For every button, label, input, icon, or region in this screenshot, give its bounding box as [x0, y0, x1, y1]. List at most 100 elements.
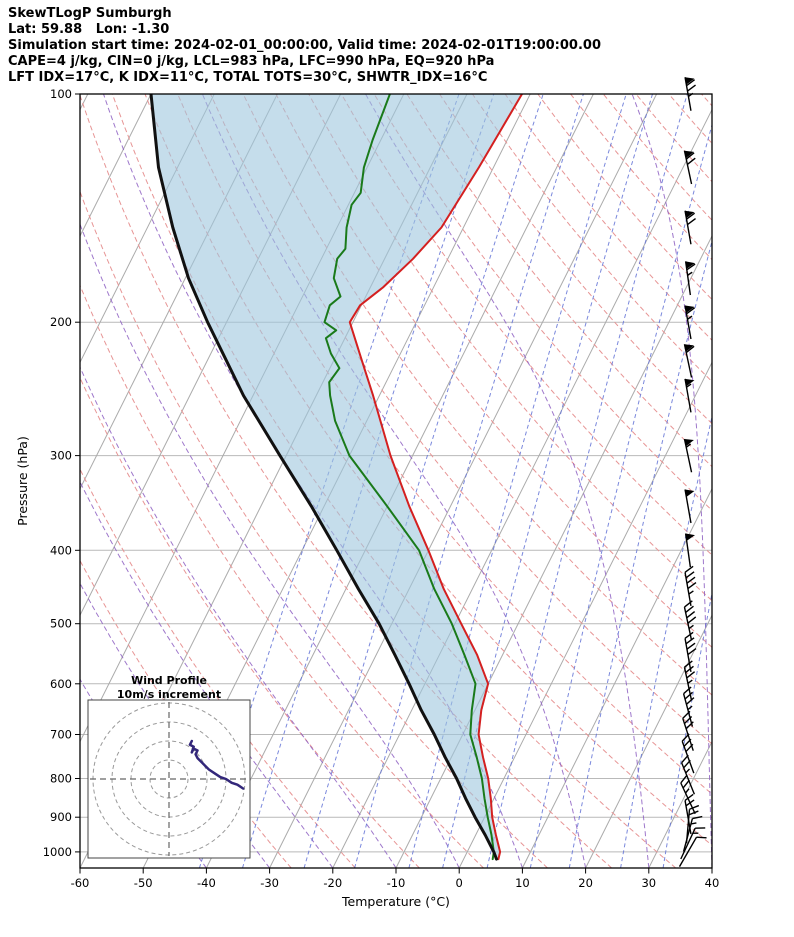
- barb-half: [685, 443, 692, 448]
- parcel-curve: [149, 94, 498, 861]
- barb-full: [685, 721, 694, 730]
- hodograph-inset: [87, 699, 251, 859]
- barb-half: [690, 822, 697, 825]
- dry-adiabat-line: [602, 94, 712, 221]
- barb-full: [687, 582, 697, 590]
- dry-adiabat-line: [80, 284, 484, 868]
- barb-full: [680, 774, 688, 784]
- barb-full: [686, 611, 696, 619]
- dry-adiabat-line: [537, 94, 712, 301]
- hodograph-trace: [188, 739, 245, 790]
- hodograph-subtitle: 10m/s increment: [117, 688, 221, 701]
- x-axis-label: Temperature (°C): [341, 894, 450, 909]
- barb-full: [687, 648, 697, 656]
- y-tick-label: 700: [50, 728, 72, 742]
- barb-full: [685, 799, 695, 807]
- wind-barb: [680, 827, 706, 860]
- chart-title: SkewTLogP Sumburgh: [8, 6, 172, 21]
- barb-full: [684, 565, 694, 573]
- barb-full: [692, 815, 703, 820]
- moist-adiabat-line: [80, 366, 397, 868]
- barb-full: [685, 152, 695, 160]
- wind-barb: [683, 150, 696, 185]
- mixing-ratio-line: [568, 239, 712, 868]
- barb-full: [684, 691, 694, 700]
- isotherm-line: [80, 94, 89, 111]
- barb-full: [683, 686, 692, 695]
- barb-staff: [682, 818, 694, 852]
- barb-half: [684, 788, 690, 794]
- barb-full: [682, 710, 691, 719]
- barb-full: [683, 759, 691, 769]
- barb-pennant: [685, 305, 695, 313]
- barb-pennant: [685, 77, 695, 85]
- wind-barb: [684, 489, 695, 524]
- y-tick-label: 500: [50, 617, 72, 631]
- x-tick-label: -40: [197, 876, 216, 890]
- y-axis-label: Pressure (hPa): [15, 436, 30, 526]
- mixing-ratio-line: [529, 123, 712, 868]
- barb-full: [681, 733, 690, 742]
- barb-half: [688, 590, 694, 595]
- wind-barb: [684, 305, 696, 340]
- wind-barb: [681, 733, 695, 774]
- shaded-area: [151, 94, 522, 860]
- barb-half: [686, 383, 692, 388]
- wind-barb: [684, 631, 697, 672]
- barb-full: [685, 571, 695, 579]
- barb-pennant: [685, 210, 695, 219]
- barb-full: [685, 605, 694, 613]
- barb-pennant: [684, 344, 694, 352]
- sounding-curves: [149, 94, 523, 861]
- barb-full: [684, 631, 694, 639]
- barb-full: [683, 738, 692, 747]
- barb-pennant: [685, 261, 695, 269]
- y-tick-label: 300: [50, 449, 72, 463]
- y-tick-label: 200: [50, 315, 72, 329]
- isotherm-line: [711, 866, 712, 868]
- isotherm-line: [80, 94, 152, 238]
- wind-barb: [678, 836, 707, 867]
- indices-line-1: CAPE=4 j/kg, CIN=0 j/kg, LCL=983 hPa, LF…: [8, 54, 494, 69]
- barb-full: [685, 665, 694, 674]
- time-line: Simulation start time: 2024-02-01_00:00:…: [8, 38, 601, 53]
- barb-full: [686, 79, 696, 87]
- isotherm-line: [269, 94, 658, 868]
- y-tick-label: 800: [50, 772, 72, 786]
- isotherm-line: [521, 487, 712, 868]
- barb-pennant: [684, 150, 694, 159]
- mixing-ratio-line: [442, 94, 653, 868]
- barb-full: [686, 671, 696, 679]
- dry-adiabat-line: [80, 376, 420, 868]
- barb-full: [685, 345, 695, 354]
- barb-full: [695, 827, 706, 829]
- dry-adiabat-line: [471, 94, 712, 383]
- x-tick-label: -30: [260, 876, 279, 890]
- y-tick-label: 1000: [43, 845, 72, 859]
- mixing-ratio-line: [303, 94, 544, 868]
- barb-staff: [684, 378, 692, 413]
- isotherm-line: [585, 614, 712, 868]
- hodograph-title: Wind Profile: [131, 674, 207, 687]
- barb-half: [687, 271, 693, 276]
- barb-staff: [680, 827, 696, 860]
- barb-full: [686, 576, 696, 584]
- x-tick-label: -50: [134, 876, 153, 890]
- barb-pennant: [685, 533, 695, 541]
- barb-full: [684, 660, 693, 668]
- barb-staff: [682, 693, 694, 727]
- indices-line-2: LFT IDX=17°C, K IDX=11°C, TOTAL TOTS=30°…: [8, 70, 487, 85]
- wind-barb: [683, 438, 694, 473]
- barb-half: [685, 768, 691, 774]
- barb-staff: [684, 572, 692, 606]
- wind-barb: [684, 261, 696, 296]
- barb-staff: [678, 836, 698, 867]
- isotherm-line: [648, 740, 712, 868]
- wind-barb: [682, 815, 703, 852]
- position-line: Lat: 59.88 Lon: -1.30: [8, 22, 169, 37]
- y-tick-label: 400: [50, 543, 72, 557]
- isotherm-line: [80, 94, 215, 364]
- x-tick-label: 0: [456, 876, 463, 890]
- moist-adiabat-line: [80, 480, 334, 868]
